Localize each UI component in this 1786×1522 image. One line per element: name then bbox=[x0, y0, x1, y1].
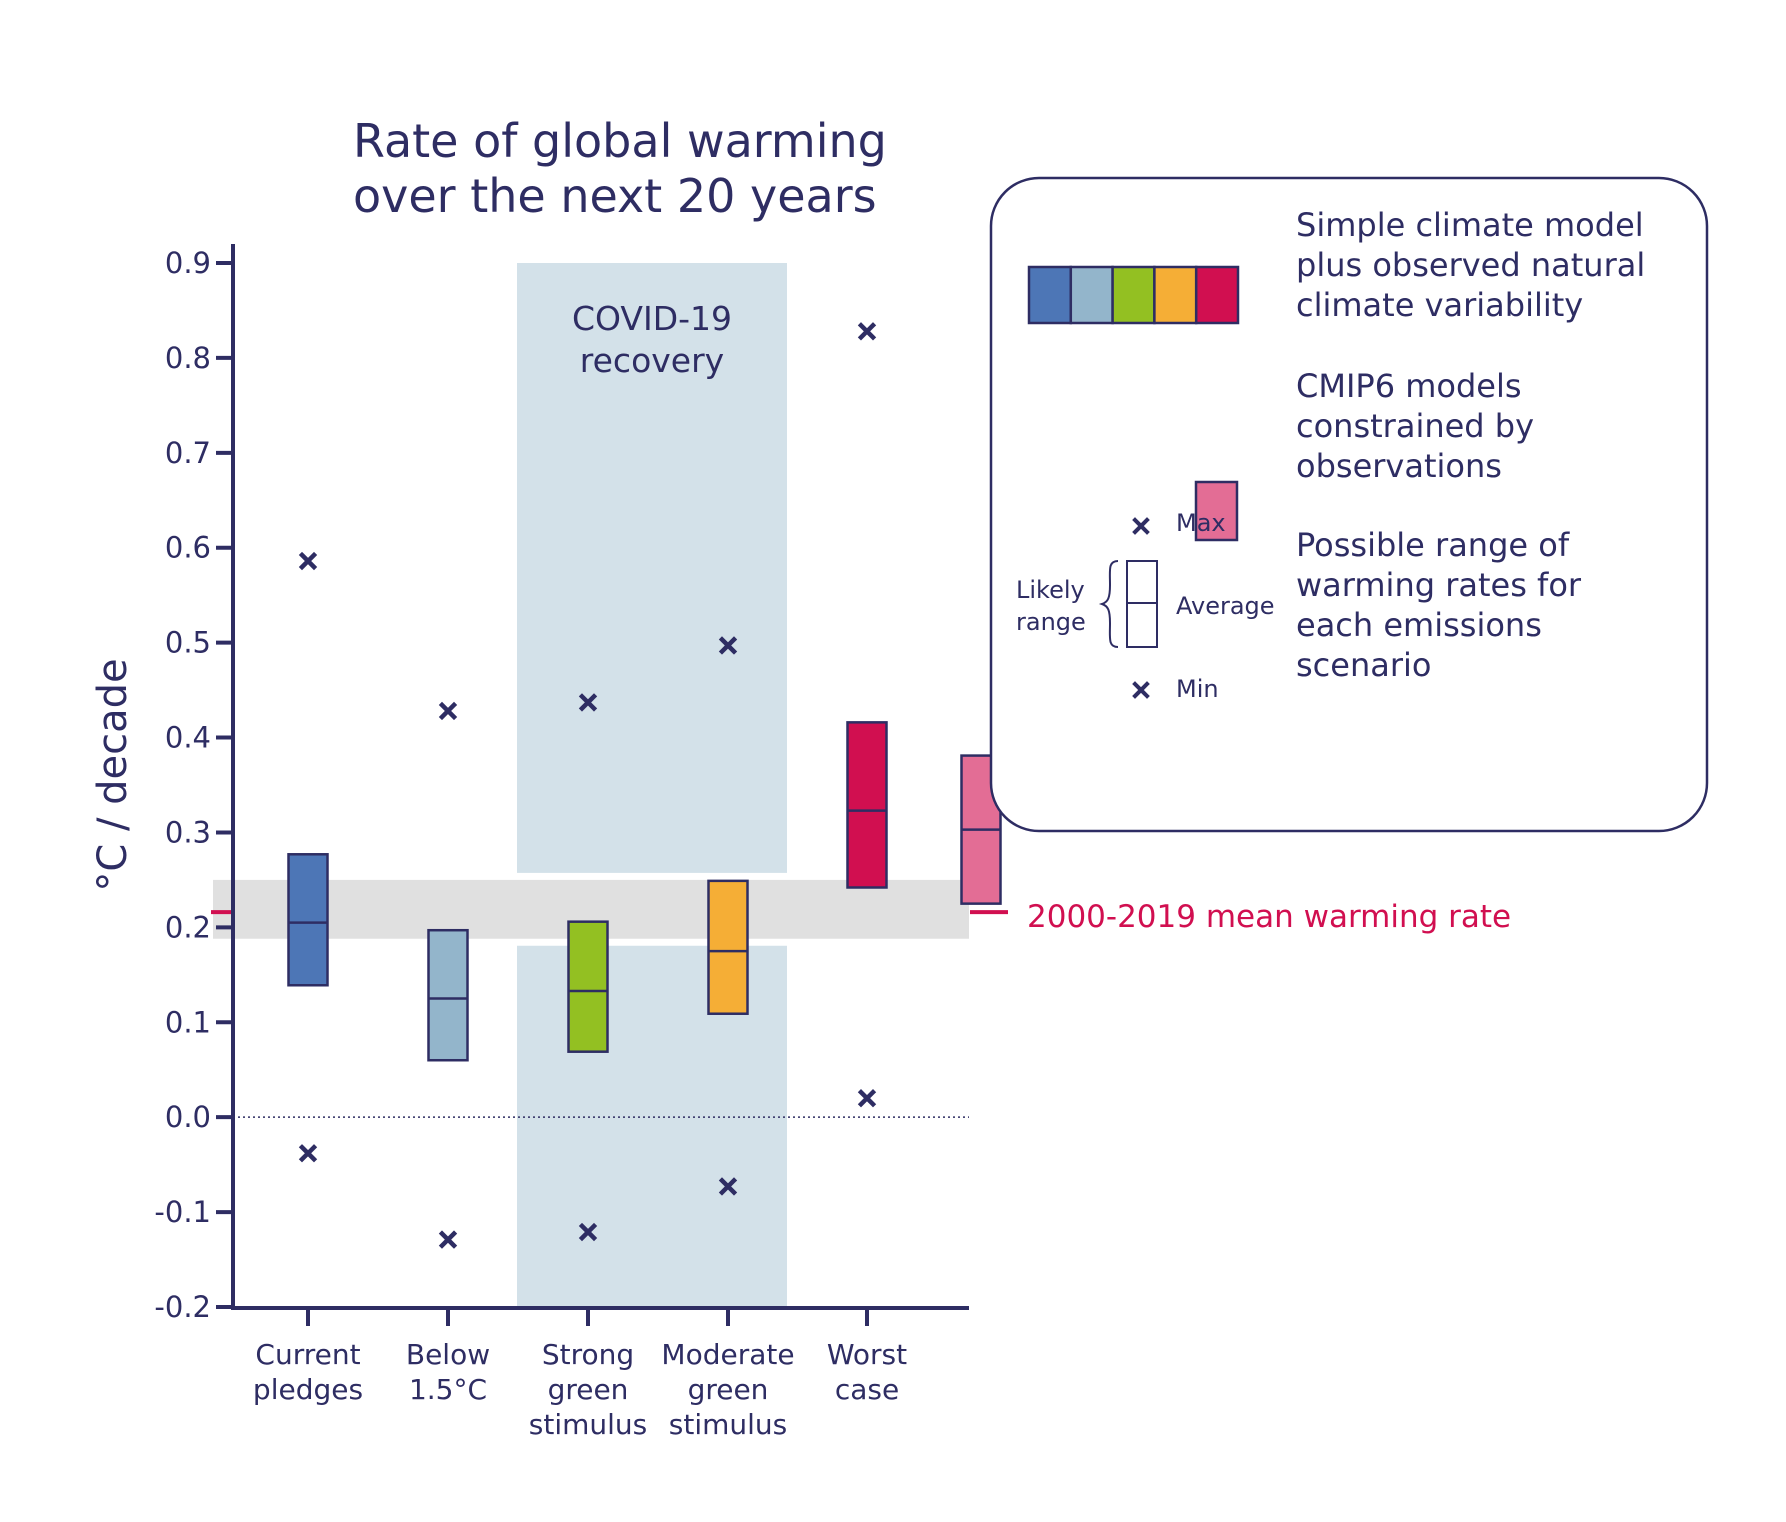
legend-swatch-1 bbox=[1069, 265, 1114, 325]
category-label-worst-case: case bbox=[835, 1373, 899, 1406]
min-marker-worst-case bbox=[857, 1089, 877, 1108]
legend-swatch-row bbox=[1027, 265, 1240, 325]
legend-swatch-3 bbox=[1153, 265, 1198, 325]
legend-frame bbox=[989, 176, 1709, 833]
y-tick-label: 0.5 bbox=[165, 626, 211, 660]
legend-cmip-line-3: observations bbox=[1296, 447, 1502, 485]
legend-min-marker-icon bbox=[1132, 681, 1150, 699]
legend-average-label: Average bbox=[1176, 592, 1275, 620]
min-marker-moderate-green-stimulus bbox=[718, 1177, 738, 1196]
legend-range-desc-line-2: warming rates for bbox=[1296, 566, 1582, 604]
max-marker-worst-case bbox=[857, 322, 877, 341]
legend-cmip-line-2: constrained by bbox=[1296, 407, 1534, 445]
legend-min-label: Min bbox=[1176, 675, 1219, 703]
max-marker-moderate-green-stimulus bbox=[718, 636, 738, 655]
data-marks bbox=[287, 322, 1002, 1249]
category-label-worst-case: Worst bbox=[827, 1338, 907, 1371]
axes: -0.2 -0.1 0.0 0.1 0.2 0.3 0.4 0.5 0.6 0.7 0.8 0.9 bbox=[154, 244, 969, 1326]
y-tick-label: 0.1 bbox=[165, 1005, 211, 1039]
legend-range-desc-line-1: Possible range of bbox=[1296, 526, 1570, 564]
likely-range-box-strong-green-stimulus bbox=[567, 920, 609, 1053]
legend-range-label-2: range bbox=[1016, 608, 1086, 636]
y-tick-label: 0.0 bbox=[165, 1100, 211, 1134]
category-label-below-1-5c: Below bbox=[406, 1338, 490, 1371]
max-marker-current-pledges bbox=[298, 551, 318, 571]
y-tick-label: 0.2 bbox=[165, 910, 211, 944]
min-marker-current-pledges bbox=[298, 1144, 318, 1163]
legend-brace-icon bbox=[1098, 560, 1119, 648]
legend-entry-cmip6: CMIP6 models constrained by observations bbox=[1194, 367, 1534, 542]
category-label-moderate-green-stimulus: stimulus bbox=[669, 1408, 787, 1441]
chart-title-line-2: over the next 20 years bbox=[353, 169, 877, 223]
legend-cmip-line-1: CMIP6 models bbox=[1296, 367, 1522, 405]
y-axis-label: °C / decade bbox=[90, 658, 136, 891]
category-label-strong-green-stimulus: Strong bbox=[542, 1338, 634, 1371]
category-label-moderate-green-stimulus: Moderate bbox=[661, 1338, 794, 1371]
covid-label-line-1: COVID-19 bbox=[572, 299, 732, 338]
covid-recovery-region-upper bbox=[517, 263, 787, 873]
likely-range-box-below-1-5c bbox=[427, 928, 469, 1062]
y-tick-label: 0.4 bbox=[165, 721, 211, 755]
y-tick-label: -0.1 bbox=[154, 1195, 211, 1229]
category-label-current-pledges: Current bbox=[255, 1338, 360, 1371]
y-tick-label: 0.9 bbox=[165, 246, 211, 280]
max-marker-below-1-5c bbox=[438, 701, 458, 721]
y-tick-label: -0.2 bbox=[154, 1290, 211, 1324]
legend-swatch-cmip6 bbox=[1194, 480, 1239, 542]
legend: Simple climate model plus observed natur… bbox=[989, 176, 1709, 833]
legend-range-desc-line-3: each emissions bbox=[1296, 606, 1542, 644]
covid-label-line-2: recovery bbox=[580, 341, 724, 380]
chart-title: Rate of global warming over the next 20 … bbox=[353, 114, 887, 223]
legend-max-marker-icon bbox=[1132, 517, 1150, 535]
y-tick-label: 0.6 bbox=[165, 531, 211, 565]
x-axis-category-labels: CurrentpledgesBelow1.5°CStronggreenstimu… bbox=[253, 1338, 907, 1441]
legend-max-label: Max bbox=[1176, 509, 1226, 537]
legend-swatch-4 bbox=[1194, 265, 1240, 325]
likely-range-box-current-pledges bbox=[287, 853, 329, 987]
y-tick-label: 0.7 bbox=[165, 436, 211, 470]
category-label-strong-green-stimulus: green bbox=[548, 1373, 629, 1406]
category-label-moderate-green-stimulus: green bbox=[688, 1373, 769, 1406]
likely-range-box-moderate-green-stimulus bbox=[707, 879, 749, 1015]
legend-entry-range-key: Max Likely range Average Min Possible ra… bbox=[1016, 509, 1582, 703]
legend-range-desc-line-4: scenario bbox=[1296, 646, 1431, 684]
covid-recovery-label: COVID-19 recovery bbox=[572, 299, 732, 380]
y-tick-label: 0.3 bbox=[165, 815, 211, 849]
y-tick-label: 0.8 bbox=[165, 341, 211, 375]
legend-entry-simple-model: Simple climate model plus observed natur… bbox=[1296, 206, 1645, 324]
reference-line-label: 2000-2019 mean warming rate bbox=[1027, 899, 1511, 935]
chart-title-line-1: Rate of global warming bbox=[353, 114, 887, 168]
max-marker-strong-green-stimulus bbox=[578, 693, 598, 712]
legend-swatch-2 bbox=[1111, 265, 1156, 325]
legend-simple-line-2: plus observed natural bbox=[1296, 246, 1645, 284]
legend-range-label-1: Likely bbox=[1016, 576, 1085, 604]
category-label-below-1-5c: 1.5°C bbox=[409, 1373, 487, 1406]
likely-range-box-worst-case bbox=[846, 721, 888, 889]
category-label-strong-green-stimulus: stimulus bbox=[529, 1408, 647, 1441]
legend-simple-line-3: climate variability bbox=[1296, 286, 1583, 324]
legend-swatch-0 bbox=[1027, 265, 1073, 325]
min-marker-below-1-5c bbox=[438, 1230, 458, 1249]
category-label-current-pledges: pledges bbox=[253, 1373, 363, 1406]
min-marker-strong-green-stimulus bbox=[578, 1222, 598, 1242]
reference-line-annotation: 2000-2019 mean warming rate bbox=[970, 899, 1511, 935]
legend-simple-line-1: Simple climate model bbox=[1296, 206, 1644, 244]
